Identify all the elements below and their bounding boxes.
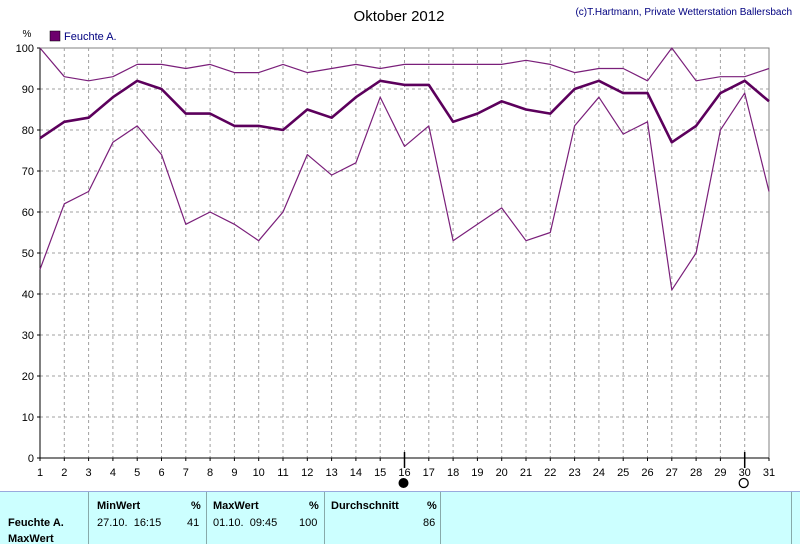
chart-credit: (c)T.Hartmann, Private Wetterstation Bal… <box>575 7 792 18</box>
y-tick-label: 10 <box>22 412 34 424</box>
y-axis-unit: % <box>23 29 32 40</box>
x-tick-label: 22 <box>544 467 556 479</box>
series-line-max <box>39 47 770 82</box>
max-unit: % <box>309 500 319 512</box>
x-tick-label: 16 <box>398 467 410 479</box>
x-tick-label: 7 <box>183 467 189 479</box>
x-tick-label: 25 <box>617 467 629 479</box>
x-tick-label: 23 <box>568 467 580 479</box>
chart-title: Oktober 2012 <box>354 8 445 25</box>
x-tick-label: 5 <box>134 467 140 479</box>
y-tick-label: 60 <box>22 207 34 219</box>
x-tick-label: 19 <box>471 467 483 479</box>
moon-phase-open-icon <box>738 477 749 489</box>
stats-avg-column: Durchschnitt % 86 <box>324 492 441 544</box>
x-tick-label: 8 <box>207 467 213 479</box>
x-tick-label: 29 <box>714 467 726 479</box>
min-header: MinWert <box>97 500 141 512</box>
x-tick-label: 18 <box>447 467 459 479</box>
avg-unit: % <box>427 500 437 512</box>
x-tick-label: 15 <box>374 467 386 479</box>
max-header: MaxWert <box>213 500 259 512</box>
stats-row-label: Feuchte A. <box>8 517 64 529</box>
x-tick-label: 3 <box>86 467 92 479</box>
y-tick-label: 50 <box>22 248 34 260</box>
min-time: 27.10. 16:15 <box>97 517 162 529</box>
x-tick-label: 17 <box>423 467 435 479</box>
stats-max-column: MaxWert % 01.10. 09:45 100 <box>206 492 325 544</box>
x-tick-label: 2 <box>61 467 67 479</box>
x-tick-label: 27 <box>666 467 678 479</box>
y-tick-label: 40 <box>22 289 34 301</box>
legend-swatch <box>49 30 61 42</box>
x-tick-label: 6 <box>158 467 164 479</box>
stats-min-column: MinWert % 27.10. 16:15 41 <box>88 492 207 544</box>
x-tick-label: 4 <box>110 467 116 479</box>
moon-phase-dark-icon <box>398 478 409 488</box>
stats-row-label-max: MaxWert <box>8 533 54 545</box>
x-tick-label: 30 <box>739 467 751 479</box>
y-tick-label: 100 <box>16 43 34 55</box>
y-tick-label: 80 <box>22 125 34 137</box>
stats-panel: Feuchte A. MaxWert MinWert % 27.10. 16:1… <box>0 491 800 545</box>
humidity-chart: Oktober 2012 (c)T.Hartmann, Private Wett… <box>16 7 792 489</box>
series-line-min <box>39 92 770 291</box>
min-unit: % <box>191 500 201 512</box>
series-line-avg <box>39 79 770 144</box>
x-tick-label: 26 <box>641 467 653 479</box>
y-tick-label: 90 <box>22 84 34 96</box>
avg-header: Durchschnitt <box>331 500 399 512</box>
x-tick-label: 13 <box>325 467 337 479</box>
max-value: 100 <box>299 517 318 529</box>
x-tick-label: 20 <box>496 467 508 479</box>
x-tick-label: 21 <box>520 467 532 479</box>
x-tick-label: 9 <box>231 467 237 479</box>
x-tick-label: 28 <box>690 467 702 479</box>
x-tick-label: 14 <box>350 467 362 479</box>
max-time: 01.10. 09:45 <box>213 517 278 529</box>
y-tick-label: 0 <box>28 453 34 465</box>
y-tick-label: 30 <box>22 330 34 342</box>
legend-label: Feuchte A. <box>64 31 117 43</box>
y-tick-label: 70 <box>22 166 34 178</box>
avg-value: 86 <box>423 517 436 529</box>
x-tick-label: 10 <box>253 467 265 479</box>
y-tick-label: 20 <box>22 371 34 383</box>
x-tick-label: 12 <box>301 467 313 479</box>
x-tick-label: 31 <box>763 467 775 479</box>
x-tick-label: 24 <box>593 467 605 479</box>
x-tick-label: 11 <box>277 467 288 479</box>
min-value: 41 <box>187 517 200 529</box>
x-tick-label: 1 <box>37 467 43 479</box>
stats-empty-column <box>440 492 792 544</box>
